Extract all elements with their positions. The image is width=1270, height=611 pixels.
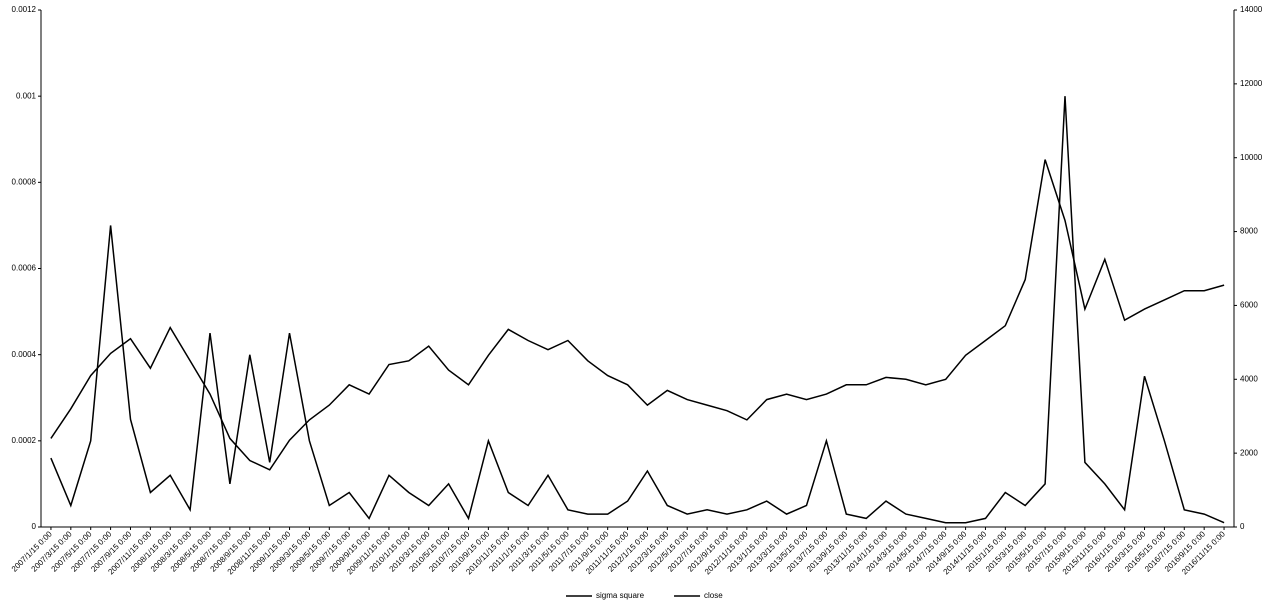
- y2-tick-label: 2000: [1240, 448, 1258, 457]
- legend-label: sigma square: [596, 591, 645, 600]
- y-tick-label: 0.0012: [12, 5, 37, 14]
- legend: sigma square close: [566, 591, 723, 600]
- y2-tick-label: 0: [1240, 522, 1245, 531]
- y-tick-label: 0: [32, 522, 37, 531]
- y2-tick-label: 12000: [1240, 79, 1263, 88]
- y-tick-label: 0.0006: [12, 264, 37, 273]
- y-tick-label: 0.0002: [12, 436, 37, 445]
- legend-label: close: [704, 591, 723, 600]
- series-line: [50, 159, 1225, 471]
- series-line: [50, 96, 1225, 524]
- y2-tick-label: 8000: [1240, 227, 1258, 236]
- y-tick-label: 0.0008: [12, 177, 37, 186]
- y2-tick-label: 10000: [1240, 153, 1263, 162]
- y-tick-label: 0.0004: [12, 350, 37, 359]
- y2-tick-label: 6000: [1240, 301, 1258, 310]
- y2-tick-label: 4000: [1240, 374, 1258, 383]
- y-tick-label: 0.001: [16, 91, 37, 100]
- y2-tick-label: 14000: [1240, 5, 1263, 14]
